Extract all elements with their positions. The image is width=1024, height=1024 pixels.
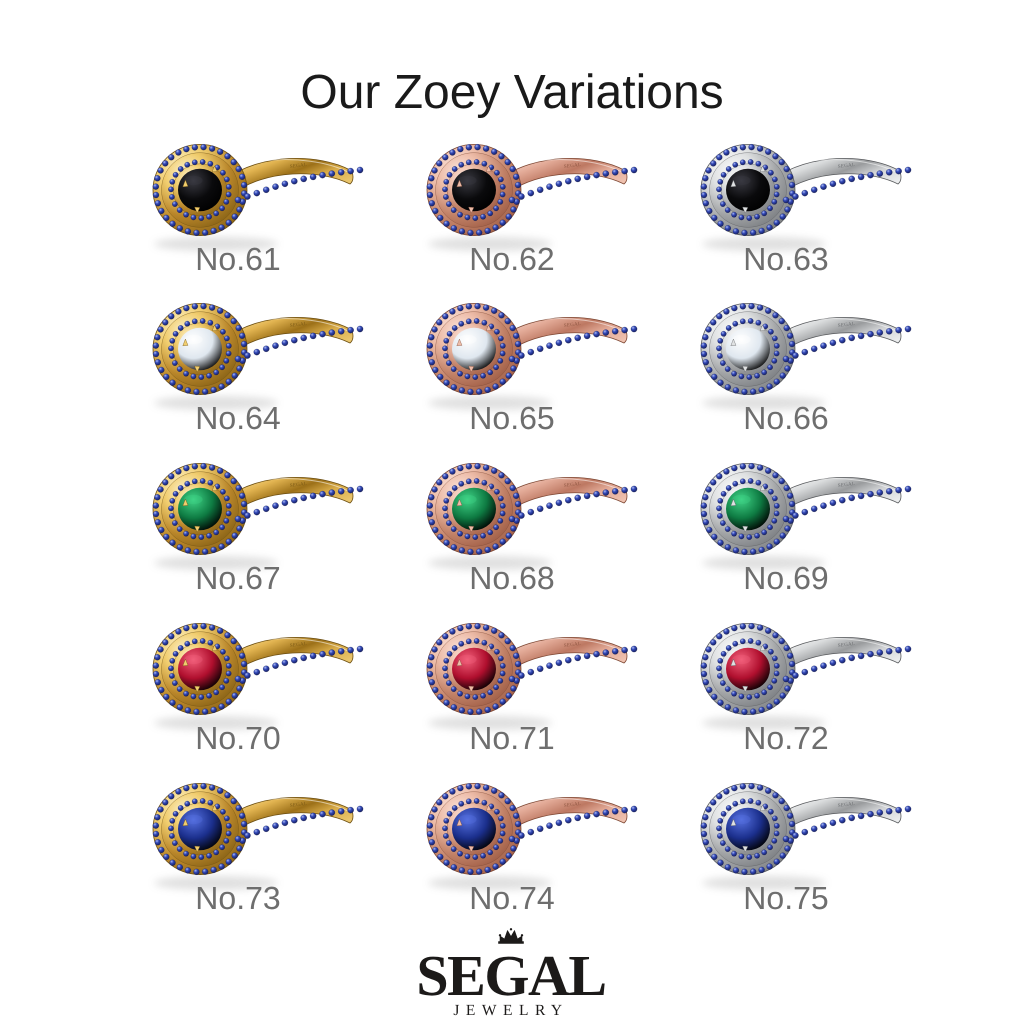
svg-text:JEWELRY: JEWELRY [453, 1002, 568, 1018]
svg-text:SEGAL: SEGAL [416, 943, 605, 1008]
